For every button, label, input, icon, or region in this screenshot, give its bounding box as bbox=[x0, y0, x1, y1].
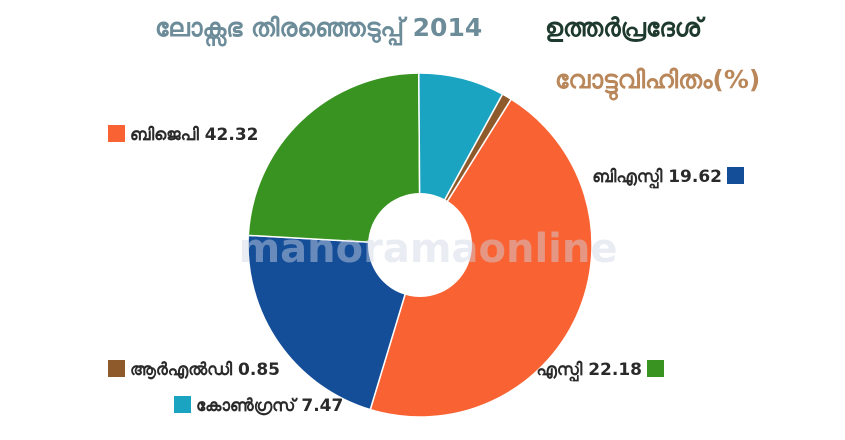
chart-title-part2: ഉത്തർപ്രദേശ് bbox=[545, 13, 706, 43]
chart-subtitle: വോട്ടുവിഹിതം(%) bbox=[555, 65, 760, 102]
legend-marker-3 bbox=[174, 396, 191, 413]
legend-label-1: ബിഎസ്പി 19.62 bbox=[592, 167, 722, 190]
legend-marker-0 bbox=[108, 125, 125, 142]
legend-marker-2 bbox=[647, 360, 664, 377]
legend-label-0: ബിജെപി 42.32 bbox=[130, 125, 259, 145]
watermark: manoramaonline bbox=[238, 226, 617, 272]
legend-label-2: എസ്പി 22.18 bbox=[536, 360, 642, 383]
legend-label-3: കോൺഗ്രസ് 7.47 bbox=[196, 396, 343, 416]
legend-label-4: ആർഎൽഡി 0.85 bbox=[130, 360, 280, 380]
legend-marker-1 bbox=[727, 167, 744, 184]
legend-marker-4 bbox=[108, 360, 125, 377]
chart-title-part1: ലോക്സഭ തിരഞ്ഞെടുപ്പ് 2014 bbox=[155, 13, 482, 47]
